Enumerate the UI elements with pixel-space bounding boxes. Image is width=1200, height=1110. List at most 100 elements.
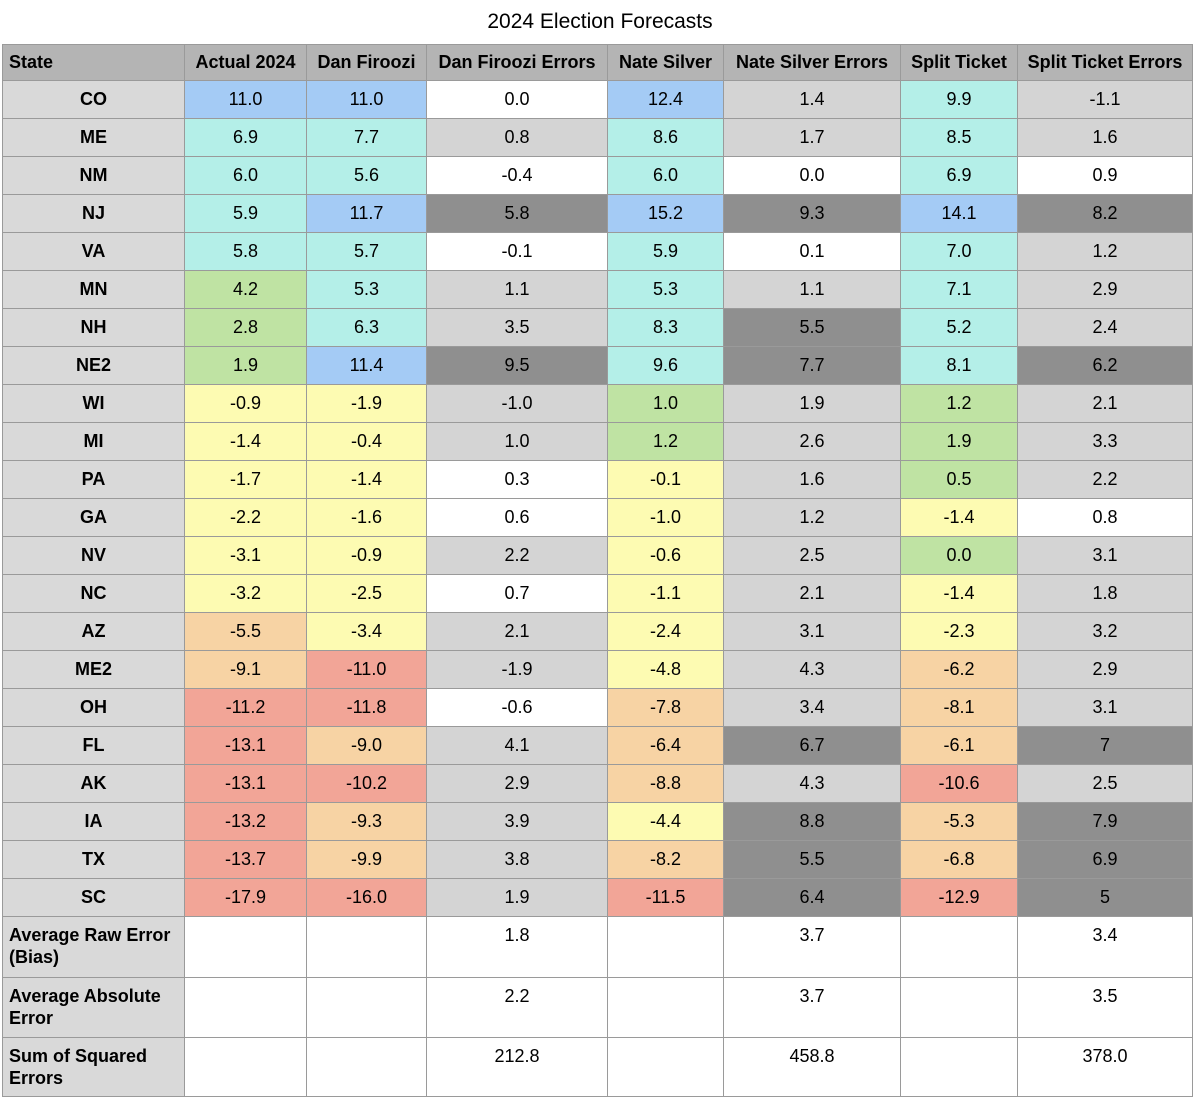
nate-silver-error-cell: 5.5	[723, 308, 901, 347]
summary-row: Average Absolute Error 2.2 3.7 3.5	[2, 977, 1193, 1038]
table-row: GA -2.2 -1.6 0.6 -1.0 1.2 -1.4 0.8	[2, 498, 1193, 537]
state-cell: NV	[2, 536, 185, 575]
nate-silver-cell: -11.5	[607, 878, 724, 917]
empty-cell	[184, 1037, 307, 1097]
actual-cell: -13.7	[184, 840, 307, 879]
actual-cell: 6.0	[184, 156, 307, 195]
table-body: CO 11.0 11.0 0.0 12.4 1.4 9.9 -1.1 ME 6.9 7.7 0.8 8.…	[2, 80, 1193, 917]
table-row: ME 6.9 7.7 0.8 8.6 1.7 8.5 1.6	[2, 118, 1193, 157]
state-cell: IA	[2, 802, 185, 841]
split-ticket-cell: 9.9	[900, 80, 1018, 119]
dan-firoozi-cell: -2.5	[306, 574, 427, 613]
table-row: NM 6.0 5.6 -0.4 6.0 0.0 6.9 0.9	[2, 156, 1193, 195]
dan-firoozi-error-cell: 9.5	[426, 346, 608, 385]
dan-firoozi-cell: -9.0	[306, 726, 427, 765]
dan-firoozi-cell: 5.7	[306, 232, 427, 271]
empty-cell	[900, 1037, 1018, 1097]
table-row: NH 2.8 6.3 3.5 8.3 5.5 5.2 2.4	[2, 308, 1193, 347]
nate-silver-error-cell: 1.7	[723, 118, 901, 157]
state-cell: OH	[2, 688, 185, 727]
split-ticket-cell: -10.6	[900, 764, 1018, 803]
nate-silver-error-cell: 6.4	[723, 878, 901, 917]
table-row: NE2 1.9 11.4 9.5 9.6 7.7 8.1 6.2	[2, 346, 1193, 385]
dan-firoozi-error-cell: 0.6	[426, 498, 608, 537]
nate-silver-error-cell: 2.1	[723, 574, 901, 613]
split-ticket-cell: 0.0	[900, 536, 1018, 575]
nate-silver-cell: -7.8	[607, 688, 724, 727]
table-row: AK -13.1 -10.2 2.9 -8.8 4.3 -10.6 2.5	[2, 764, 1193, 803]
nate-silver-error-cell: 7.7	[723, 346, 901, 385]
actual-cell: 5.9	[184, 194, 307, 233]
col-header-state: State	[2, 44, 185, 81]
actual-cell: -9.1	[184, 650, 307, 689]
split-ticket-error-cell: 2.1	[1017, 384, 1193, 423]
table-row: MN 4.2 5.3 1.1 5.3 1.1 7.1 2.9	[2, 270, 1193, 309]
dan-firoozi-error-cell: -1.9	[426, 650, 608, 689]
dan-firoozi-cell: -16.0	[306, 878, 427, 917]
nate-silver-cell: 5.3	[607, 270, 724, 309]
nate-silver-cell: 1.0	[607, 384, 724, 423]
actual-cell: -3.2	[184, 574, 307, 613]
actual-cell: 4.2	[184, 270, 307, 309]
actual-cell: -2.2	[184, 498, 307, 537]
split-ticket-error-cell: 3.1	[1017, 536, 1193, 575]
dan-firoozi-cell: 7.7	[306, 118, 427, 157]
nate-silver-cell: -8.2	[607, 840, 724, 879]
dan-firoozi-cell: 11.0	[306, 80, 427, 119]
actual-cell: 5.8	[184, 232, 307, 271]
state-cell: NH	[2, 308, 185, 347]
table-row: OH -11.2 -11.8 -0.6 -7.8 3.4 -8.1 3.1	[2, 688, 1193, 727]
summary-row: Average Raw Error (Bias) 1.8 3.7 3.4	[2, 916, 1193, 978]
split-ticket-cell: -6.2	[900, 650, 1018, 689]
split-ticket-error-cell: 2.9	[1017, 270, 1193, 309]
dan-firoozi-summary-cell: 212.8	[426, 1037, 608, 1097]
dan-firoozi-error-cell: -0.1	[426, 232, 608, 271]
empty-cell	[607, 977, 724, 1038]
state-cell: NM	[2, 156, 185, 195]
nate-silver-cell: 8.3	[607, 308, 724, 347]
table-row: SC -17.9 -16.0 1.9 -11.5 6.4 -12.9 5	[2, 878, 1193, 917]
dan-firoozi-error-cell: 2.2	[426, 536, 608, 575]
dan-firoozi-cell: -1.4	[306, 460, 427, 499]
col-header-dan-errors: Dan Firoozi Errors	[426, 44, 608, 81]
nate-silver-cell: -4.8	[607, 650, 724, 689]
nate-silver-summary-cell: 458.8	[723, 1037, 901, 1097]
dan-firoozi-summary-cell: 2.2	[426, 977, 608, 1038]
split-ticket-cell: 7.0	[900, 232, 1018, 271]
summary-label: Sum of Squared Errors	[2, 1037, 185, 1097]
nate-silver-cell: 12.4	[607, 80, 724, 119]
split-ticket-error-cell: 3.2	[1017, 612, 1193, 651]
split-ticket-error-cell: 7.9	[1017, 802, 1193, 841]
state-cell: NC	[2, 574, 185, 613]
state-cell: WI	[2, 384, 185, 423]
dan-firoozi-error-cell: 0.7	[426, 574, 608, 613]
split-ticket-cell: 14.1	[900, 194, 1018, 233]
table-row: ME2 -9.1 -11.0 -1.9 -4.8 4.3 -6.2 2.9	[2, 650, 1193, 689]
forecast-table: State Actual 2024 Dan Firoozi Dan Firooz…	[2, 44, 1193, 1097]
dan-firoozi-error-cell: -0.4	[426, 156, 608, 195]
dan-firoozi-error-cell: 0.0	[426, 80, 608, 119]
col-header-dan: Dan Firoozi	[306, 44, 427, 81]
split-ticket-cell: 8.5	[900, 118, 1018, 157]
nate-silver-error-cell: 9.3	[723, 194, 901, 233]
actual-cell: -1.4	[184, 422, 307, 461]
split-ticket-error-cell: 0.9	[1017, 156, 1193, 195]
table-row: NC -3.2 -2.5 0.7 -1.1 2.1 -1.4 1.8	[2, 574, 1193, 613]
table-row: WI -0.9 -1.9 -1.0 1.0 1.9 1.2 2.1	[2, 384, 1193, 423]
dan-firoozi-cell: -10.2	[306, 764, 427, 803]
nate-silver-error-cell: 1.6	[723, 460, 901, 499]
col-header-nate: Nate Silver	[607, 44, 724, 81]
nate-silver-error-cell: 1.4	[723, 80, 901, 119]
state-cell: TX	[2, 840, 185, 879]
state-cell: GA	[2, 498, 185, 537]
split-ticket-cell: 8.1	[900, 346, 1018, 385]
split-ticket-error-cell: 0.8	[1017, 498, 1193, 537]
table-row: MI -1.4 -0.4 1.0 1.2 2.6 1.9 3.3	[2, 422, 1193, 461]
nate-silver-error-cell: 1.1	[723, 270, 901, 309]
dan-firoozi-error-cell: 3.9	[426, 802, 608, 841]
nate-silver-cell: 8.6	[607, 118, 724, 157]
nate-silver-error-cell: 2.6	[723, 422, 901, 461]
split-ticket-cell: -5.3	[900, 802, 1018, 841]
empty-cell	[900, 977, 1018, 1038]
dan-firoozi-cell: 11.7	[306, 194, 427, 233]
